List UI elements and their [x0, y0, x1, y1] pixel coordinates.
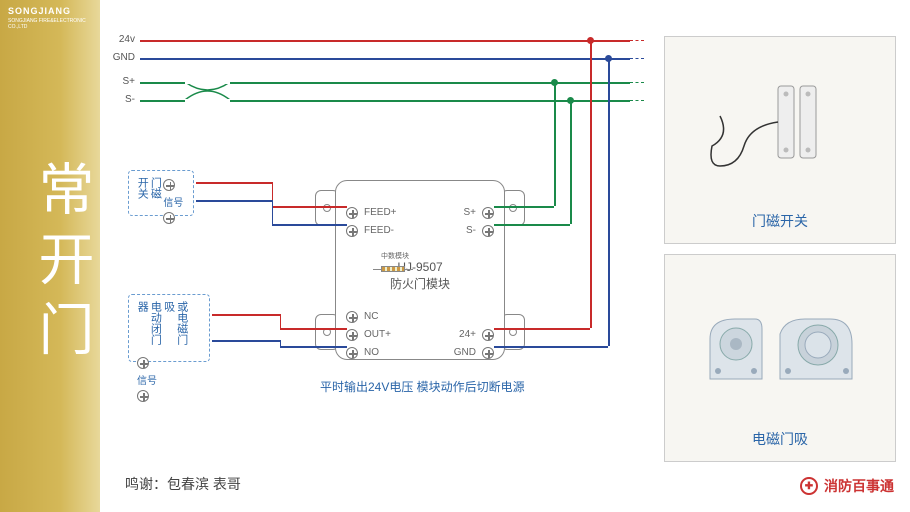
- watermark-icon: ✚: [800, 477, 818, 495]
- right-column: 门磁开关 电磁门吸: [664, 36, 896, 472]
- wiring-diagram: 24vGNDS+S-HJ-9507防火门模块中数模块FEED+FEED-NCOU…: [100, 0, 640, 512]
- credit-text: 鸣谢：包春滨 表哥: [125, 474, 241, 494]
- brand-logo-sub: SONGJIANG FIRE&ELECTRONIC CO.,LTD: [8, 18, 100, 30]
- brand-logo: SONGJIANG: [8, 6, 71, 16]
- card-sensor: 门磁开关: [664, 36, 896, 244]
- sensor-image: [677, 49, 883, 203]
- brand-stripe: SONGJIANG SONGJIANG FIRE&ELECTRONIC CO.,…: [0, 0, 100, 512]
- card-lock-label: 电磁门吸: [752, 429, 808, 449]
- watermark: ✚ 消防百事通: [800, 476, 894, 496]
- lock-image: [677, 267, 883, 421]
- page-title: 常开门: [22, 160, 103, 370]
- watermark-text: 消防百事通: [824, 476, 894, 496]
- card-sensor-label: 门磁开关: [752, 211, 808, 231]
- card-lock: 电磁门吸: [664, 254, 896, 462]
